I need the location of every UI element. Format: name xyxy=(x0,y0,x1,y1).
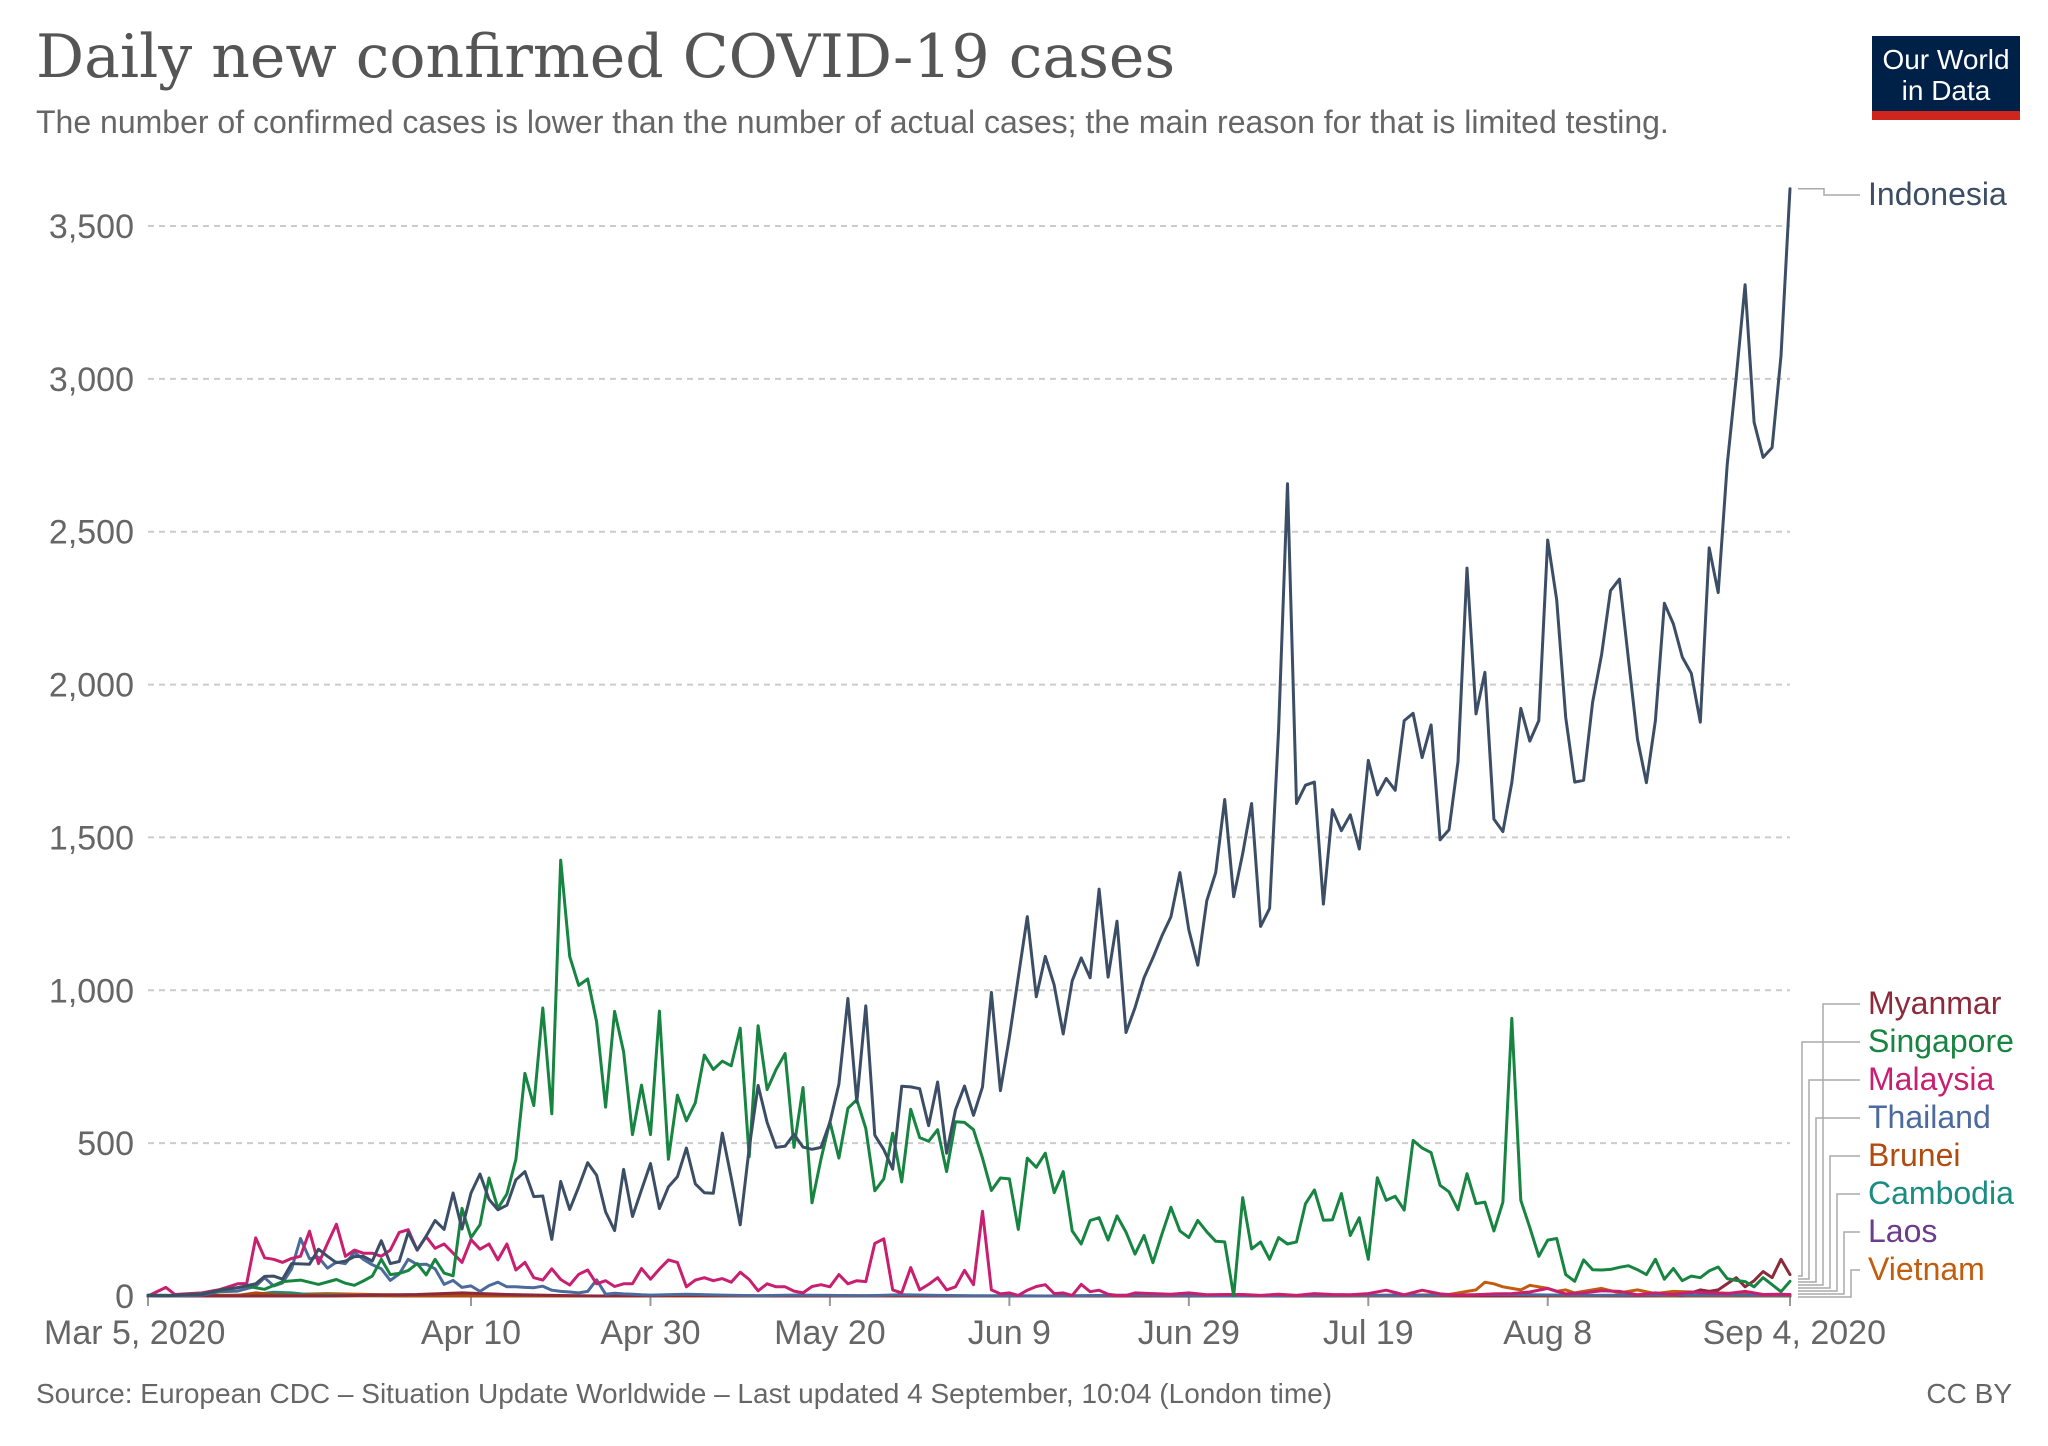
x-tick-label: Aug 8 xyxy=(1503,1314,1592,1352)
y-tick-label: 0 xyxy=(115,1278,134,1316)
label-leader-line xyxy=(1798,1155,1860,1289)
series-line-indonesia[interactable] xyxy=(146,187,1792,1298)
series-label-vietnam[interactable]: Vietnam xyxy=(1868,1251,1985,1287)
chart-subtitle: The number of confirmed cases is lower t… xyxy=(36,104,1669,140)
x-tick-label: Apr 30 xyxy=(600,1314,700,1352)
series-label-thailand[interactable]: Thailand xyxy=(1868,1099,1991,1135)
label-leader-line xyxy=(1798,187,1860,196)
source-note[interactable]: Source: European CDC – Situation Update … xyxy=(36,1378,1333,1409)
series-lines xyxy=(146,187,1792,1298)
series-label-indonesia[interactable]: Indonesia xyxy=(1868,176,2007,212)
series-label-laos[interactable]: Laos xyxy=(1868,1213,1937,1249)
series-label-malaysia[interactable]: Malaysia xyxy=(1868,1061,1994,1097)
x-tick-label: Jun 29 xyxy=(1138,1314,1240,1352)
grid-lines xyxy=(148,225,1790,1145)
label-leader-line xyxy=(1798,1193,1860,1292)
y-tick-label: 2,500 xyxy=(49,514,134,552)
y-tick-label: 3,000 xyxy=(49,361,134,399)
y-tick-label: 2,000 xyxy=(49,667,134,705)
chart-title: Daily new confirmed COVID-19 cases xyxy=(36,22,1176,92)
series-label-myanmar[interactable]: Myanmar xyxy=(1868,985,2002,1021)
license-link[interactable]: CC BY xyxy=(1926,1378,2012,1409)
owid-logo[interactable]: Our World in Data xyxy=(1872,36,2020,120)
x-tick-label: Mar 5, 2020 xyxy=(44,1314,225,1352)
y-tick-label: 500 xyxy=(77,1125,134,1163)
label-leader-line xyxy=(1798,1231,1860,1295)
series-label-singapore[interactable]: Singapore xyxy=(1868,1023,2014,1059)
logo-line-2: in Data xyxy=(1901,75,1991,106)
logo-line-1: Our World xyxy=(1882,44,2010,75)
x-tick-label: Apr 10 xyxy=(421,1314,521,1352)
x-tick-label: Sep 4, 2020 xyxy=(1703,1314,1886,1352)
label-leader-line xyxy=(1798,1003,1860,1286)
series-line-malaysia[interactable] xyxy=(146,1209,1792,1298)
series-line-singapore[interactable] xyxy=(146,858,1792,1298)
label-leader-line xyxy=(1798,1079,1860,1280)
series-label-brunei[interactable]: Brunei xyxy=(1868,1137,1961,1173)
x-tick-label: May 20 xyxy=(774,1314,886,1352)
x-tick-label: Jun 9 xyxy=(968,1314,1051,1352)
y-tick-label: 1,500 xyxy=(49,819,134,857)
y-tick-label: 3,500 xyxy=(49,208,134,246)
series-label-cambodia[interactable]: Cambodia xyxy=(1868,1175,2014,1211)
x-tick-label: Jul 19 xyxy=(1323,1314,1414,1352)
label-leader-line xyxy=(1798,1269,1860,1298)
label-leader-line xyxy=(1798,1117,1860,1283)
y-tick-label: 1,000 xyxy=(49,972,134,1010)
label-leader-line xyxy=(1798,1041,1860,1277)
